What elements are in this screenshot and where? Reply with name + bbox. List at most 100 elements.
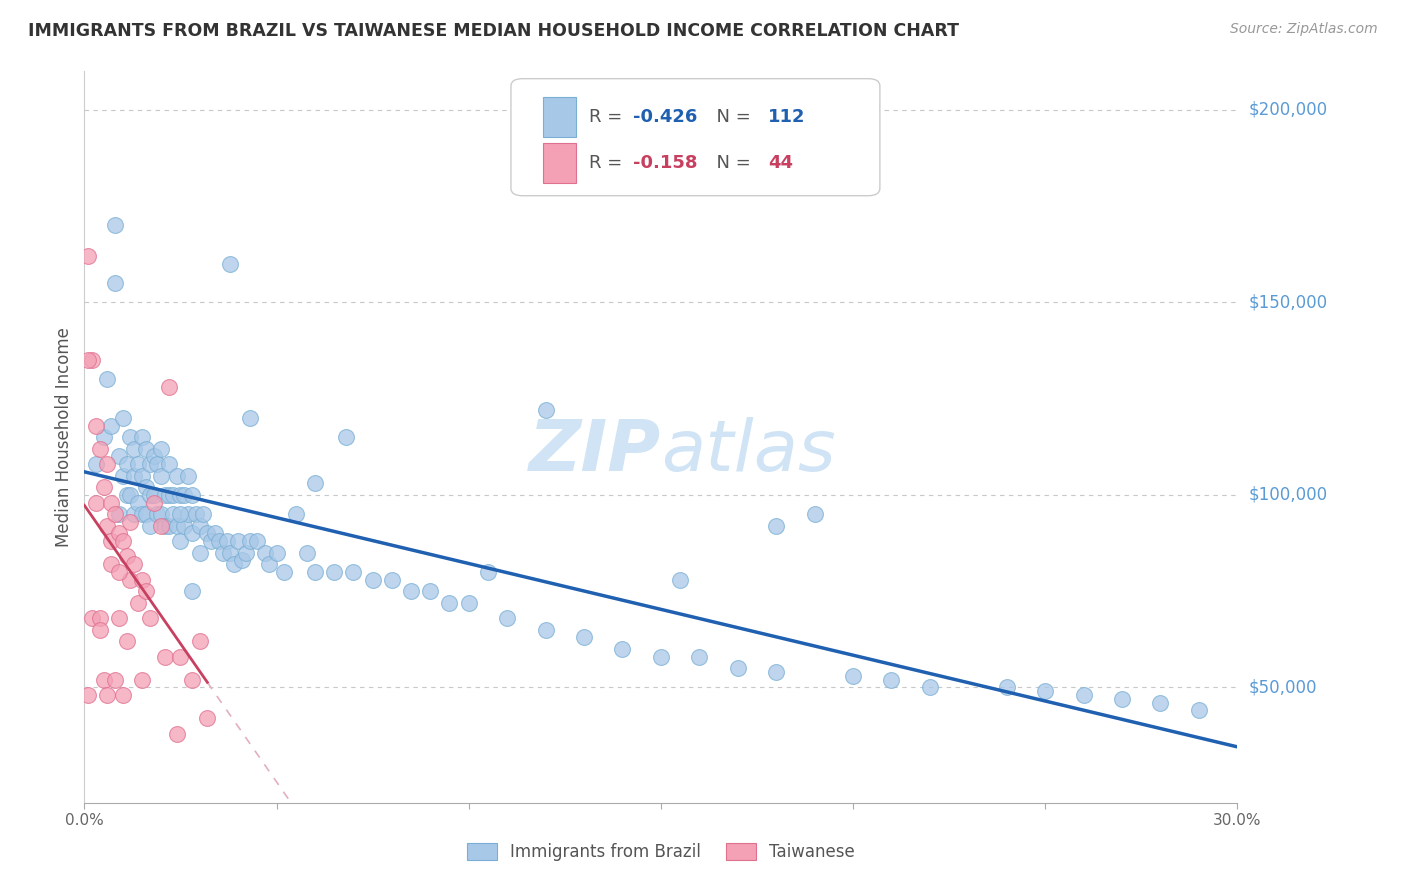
Text: $150,000: $150,000 (1249, 293, 1327, 311)
Point (77, 353, 100, 368)
Text: -0.426: -0.426 (633, 108, 697, 126)
Point (342, 565, 364, 579)
Point (150, 468, 173, 483)
Text: atlas: atlas (661, 417, 835, 486)
Point (157, 380, 180, 394)
Point (273, 565, 295, 579)
Point (131, 573, 153, 587)
Point (211, 545, 233, 559)
Point (162, 488, 184, 502)
Point (166, 468, 188, 483)
Point (84, 457, 107, 471)
Point (93, 430, 115, 444)
Point (219, 257, 242, 271)
Point (1073, 688, 1095, 702)
Text: N =: N = (704, 108, 756, 126)
Point (1149, 696, 1171, 710)
Point (138, 488, 160, 502)
Text: 112: 112 (768, 108, 806, 126)
Point (131, 673, 153, 687)
Point (138, 518, 160, 533)
Point (104, 673, 127, 687)
Point (108, 526, 131, 541)
Point (146, 507, 169, 521)
Text: R =: R = (589, 108, 628, 126)
Point (96, 688, 118, 702)
Point (204, 526, 226, 541)
Point (880, 673, 903, 687)
Point (239, 534, 262, 549)
Point (361, 573, 384, 587)
Point (150, 518, 173, 533)
Point (1111, 691, 1133, 706)
Point (188, 545, 211, 559)
Point (120, 430, 142, 444)
Point (195, 526, 218, 541)
Point (181, 673, 204, 687)
Point (124, 442, 146, 456)
Point (304, 565, 326, 579)
Point (323, 565, 346, 579)
Point (146, 457, 169, 471)
Point (166, 726, 188, 740)
Point (153, 649, 176, 664)
Point (84, 495, 107, 509)
Point (131, 468, 153, 483)
Point (124, 468, 146, 483)
Point (111, 688, 134, 702)
Point (157, 488, 180, 502)
Point (157, 457, 180, 471)
Point (104, 219, 127, 233)
Point (650, 649, 672, 664)
Point (534, 623, 557, 637)
Point (688, 649, 710, 664)
Point (195, 711, 218, 725)
Text: Source: ZipAtlas.com: Source: ZipAtlas.com (1230, 22, 1378, 37)
Point (142, 450, 165, 464)
Point (108, 611, 131, 625)
Point (124, 557, 146, 571)
Point (297, 545, 319, 559)
Point (200, 534, 222, 549)
Point (150, 442, 173, 456)
Point (153, 518, 176, 533)
Text: N =: N = (704, 153, 756, 172)
Point (169, 534, 191, 549)
Point (100, 557, 122, 571)
Point (131, 507, 153, 521)
Legend: Immigrants from Brazil, Taiwanese: Immigrants from Brazil, Taiwanese (460, 836, 862, 868)
Point (166, 518, 188, 533)
Point (177, 507, 200, 521)
Point (127, 457, 149, 471)
Point (727, 661, 749, 675)
Point (181, 584, 204, 599)
Point (803, 507, 825, 521)
Text: $100,000: $100,000 (1249, 486, 1327, 504)
Point (104, 276, 127, 290)
Point (765, 518, 787, 533)
Point (120, 573, 142, 587)
Point (457, 596, 479, 610)
Point (138, 457, 160, 471)
Text: -0.158: -0.158 (633, 153, 697, 172)
FancyBboxPatch shape (510, 78, 880, 195)
Point (173, 518, 195, 533)
Point (96, 372, 118, 386)
Y-axis label: Median Household Income: Median Household Income (55, 327, 73, 547)
Point (765, 665, 787, 679)
Point (96, 457, 118, 471)
Point (150, 507, 173, 521)
Point (100, 534, 122, 549)
Point (177, 468, 200, 483)
Point (142, 495, 165, 509)
Point (215, 534, 238, 549)
Point (115, 488, 138, 502)
Point (108, 450, 131, 464)
Point (246, 534, 269, 549)
Point (135, 442, 157, 456)
Point (120, 488, 142, 502)
Text: $50,000: $50,000 (1249, 678, 1317, 697)
Point (477, 565, 499, 579)
Point (108, 507, 131, 521)
Text: IMMIGRANTS FROM BRAZIL VS TAIWANESE MEDIAN HOUSEHOLD INCOME CORRELATION CHART: IMMIGRANTS FROM BRAZIL VS TAIWANESE MEDI… (28, 22, 959, 40)
